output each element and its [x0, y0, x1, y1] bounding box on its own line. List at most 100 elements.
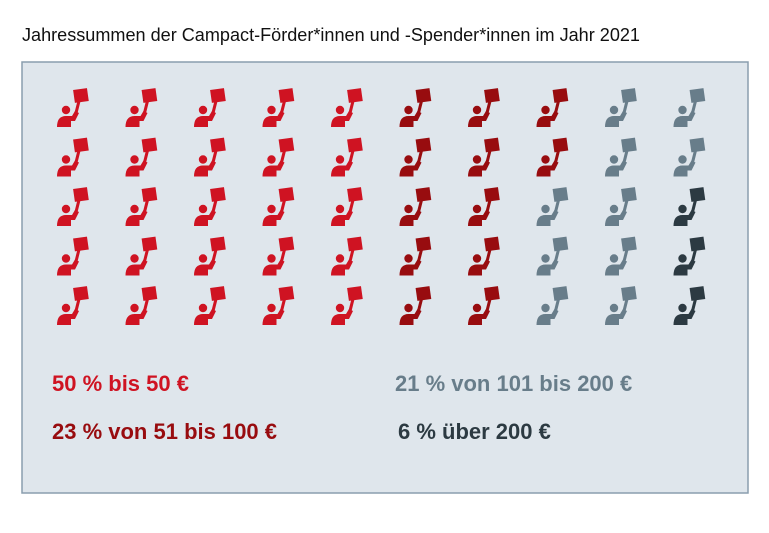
icon-stick [348, 249, 355, 262]
icon-stick [280, 298, 286, 312]
icon-body [468, 309, 490, 325]
icon-sign [278, 286, 295, 301]
icon-head [267, 105, 276, 115]
icon-body [605, 259, 627, 276]
icon-head [198, 204, 208, 214]
icon-sign [278, 236, 295, 252]
icon-sign [621, 187, 637, 202]
icon-sign [621, 286, 637, 301]
icon-sign [278, 88, 295, 103]
icon-body [605, 210, 627, 226]
icon-sign [689, 88, 706, 103]
icon-stick [74, 249, 81, 262]
icon-head [541, 155, 550, 164]
icon-stick [143, 298, 149, 312]
icon-stick [691, 249, 697, 262]
legend-label: 21 % von 101 bis 200 € [395, 371, 632, 396]
icon-body [673, 259, 696, 276]
icon-stick [622, 249, 629, 262]
icon-head [335, 105, 345, 115]
person-icon [194, 88, 226, 127]
icon-sign [689, 137, 706, 153]
icon-stick [485, 199, 492, 213]
icon-stick [74, 100, 81, 114]
icon-stick [280, 100, 286, 114]
icon-head [472, 303, 482, 313]
icon-sign [347, 286, 363, 301]
icon-head [472, 254, 482, 263]
icon-body [262, 210, 285, 226]
icon-stick [485, 249, 492, 262]
icon-body [673, 309, 696, 325]
icon-stick [211, 100, 218, 114]
icon-head [198, 303, 208, 313]
icon-sign [484, 88, 500, 103]
person-icon [57, 137, 89, 177]
icon-sign [141, 88, 158, 103]
icon-head [609, 254, 619, 263]
icon-body [262, 111, 285, 127]
icon-body [468, 210, 490, 226]
icon-sign [73, 236, 89, 252]
icon-stick [691, 100, 697, 114]
person-icon [673, 236, 706, 276]
person-icon [262, 236, 295, 276]
icon-sign [415, 88, 432, 103]
icon-sign [415, 187, 432, 202]
icon-sign [141, 236, 158, 252]
icon-sign [689, 236, 706, 252]
icon-stick [622, 150, 629, 163]
icon-body [536, 210, 559, 226]
icon-head [130, 254, 139, 263]
person-icon [536, 286, 569, 325]
person-icon [468, 187, 500, 226]
icon-stick [211, 199, 218, 213]
person-icon [468, 88, 500, 127]
icon-body [57, 210, 79, 226]
icon-stick [554, 100, 560, 114]
icon-sign [415, 236, 432, 252]
person-icon [194, 137, 226, 177]
icon-body [262, 259, 285, 276]
icon-sign [278, 137, 295, 153]
person-icon [331, 236, 363, 276]
icon-sign [415, 137, 432, 153]
icon-head [198, 155, 208, 164]
icon-stick [211, 249, 218, 262]
icon-sign [621, 236, 637, 252]
icon-sign [73, 88, 89, 103]
icon-head [609, 204, 619, 214]
icon-body [194, 160, 216, 177]
icon-body [468, 160, 490, 177]
icon-sign [689, 187, 706, 202]
icon-head [678, 254, 687, 263]
icon-head [130, 204, 139, 214]
person-icon [57, 236, 89, 276]
icon-head [609, 155, 619, 164]
icon-body [468, 259, 490, 276]
person-icon [468, 236, 500, 276]
icon-sign [484, 236, 500, 252]
icon-stick [417, 150, 423, 163]
legend-label: 50 % bis 50 € [52, 371, 189, 396]
icon-sign [552, 236, 569, 252]
icon-head [130, 155, 139, 164]
person-icon [399, 88, 432, 127]
icon-body [536, 259, 559, 276]
icon-stick [691, 298, 697, 312]
icon-body [536, 160, 559, 177]
person-icon [605, 236, 637, 276]
person-icon [262, 286, 295, 325]
icon-stick [280, 249, 286, 262]
icon-sign [141, 137, 158, 153]
icon-head [541, 254, 550, 263]
icon-head [678, 204, 687, 214]
icon-body [605, 111, 627, 127]
icon-head [335, 155, 345, 164]
person-icon [399, 187, 432, 226]
icon-head [61, 204, 71, 214]
icon-head [404, 254, 413, 263]
person-icon [331, 88, 363, 127]
icon-sign [689, 286, 706, 301]
person-icon [57, 88, 89, 127]
